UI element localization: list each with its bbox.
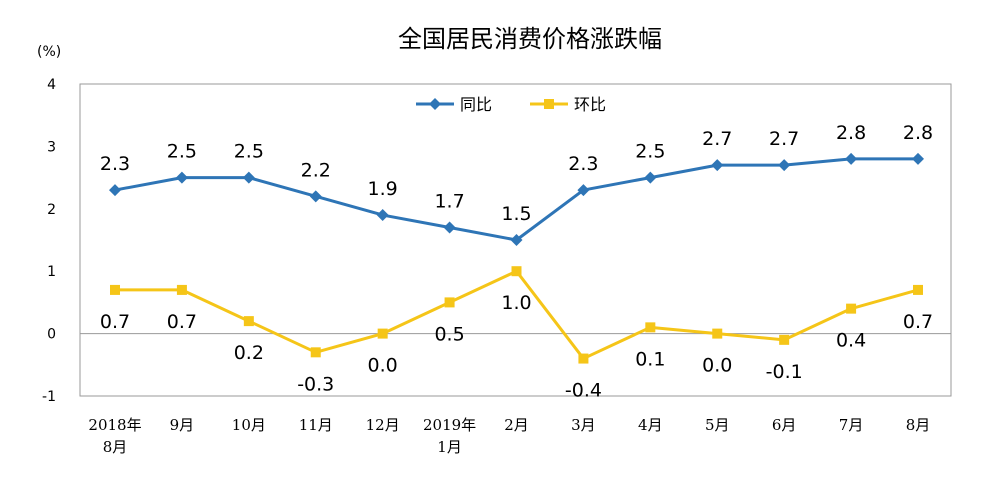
- yoy-data-label: 2.5: [234, 141, 264, 163]
- y-tick-label: 0: [47, 327, 56, 343]
- yoy-data-label: 2.2: [301, 159, 331, 181]
- mom-point: [578, 353, 589, 364]
- yoy-point: [845, 152, 858, 165]
- mom-point: [310, 347, 321, 358]
- x-tick-label: 6月: [772, 416, 797, 434]
- mom-data-label: 0.0: [702, 355, 732, 377]
- yoy-data-label: 2.3: [100, 153, 130, 175]
- y-unit-label: (%): [37, 44, 61, 60]
- mom-point: [243, 316, 254, 327]
- x-axis-ticks: 2018年 8月 9月 10月 11月 12月 2019年 1月 2月 3月 4月 5月 6月 7月 8月: [88, 416, 930, 456]
- mom-point: [712, 328, 723, 339]
- y-tick-label: -1: [42, 389, 56, 405]
- x-tick-label: 2018年 8月: [88, 416, 141, 456]
- x-tick-label: 7月: [839, 416, 864, 434]
- legend: 同比 环比: [416, 95, 606, 114]
- x-tick-label: 2019年 1月: [423, 416, 476, 456]
- yoy-data-label: 1.9: [368, 178, 398, 200]
- yoy-data-label: 2.3: [568, 153, 598, 175]
- mom-point: [444, 297, 455, 308]
- mom-data-label: 1.0: [501, 292, 531, 314]
- yoy-data-label: 2.5: [635, 141, 665, 163]
- y-axis-ticks: -1 0 1 2 3 4: [42, 77, 56, 405]
- legend-label: 同比: [460, 95, 492, 114]
- yoy-point: [510, 234, 523, 246]
- mom-point: [110, 284, 120, 295]
- mom-data-label: -0.3: [297, 373, 334, 395]
- mom-data-label: 0.7: [100, 311, 130, 333]
- mom-point: [377, 328, 388, 339]
- series-layer: [109, 152, 924, 364]
- legend-marker: [429, 98, 441, 110]
- x-tick-label: 2月: [504, 416, 529, 434]
- mom-data-label: -0.1: [766, 361, 803, 383]
- yoy-point: [778, 159, 791, 172]
- mom-data-label: 0.1: [635, 348, 665, 370]
- y-tick-label: 4: [47, 77, 56, 93]
- yoy-data-label: 2.7: [702, 128, 732, 150]
- yoy-data-label: 1.5: [501, 203, 531, 225]
- mom-data-label: 0.2: [234, 342, 264, 364]
- mom-data-label: 0.7: [167, 311, 197, 333]
- yoy-point: [242, 171, 255, 184]
- yoy-point: [109, 184, 121, 197]
- yoy-point: [175, 171, 188, 184]
- mom-data-label: 0.4: [836, 330, 866, 352]
- legend-label: 环比: [574, 95, 606, 114]
- mom-point: [846, 303, 857, 314]
- yoy-data-label: 2.8: [836, 122, 866, 144]
- x-tick-label: 12月: [366, 416, 400, 434]
- mom-point: [779, 334, 790, 345]
- data-labels: 2.3 2.5 2.5 2.2 1.9 1.7 1.5 2.3 2.5 2.7 2.7 2.8 2.8 0…: [100, 122, 933, 402]
- yoy-point: [644, 171, 657, 184]
- yoy-data-label: 2.8: [903, 122, 933, 144]
- mom-data-label: 0.7: [903, 311, 933, 333]
- yoy-point: [711, 159, 724, 172]
- mom-data-label: 0.0: [368, 355, 398, 377]
- mom-point: [511, 266, 522, 277]
- plot-area: [79, 83, 952, 397]
- x-tick-label: 9月: [170, 416, 195, 434]
- x-tick-label: 4月: [638, 416, 663, 434]
- mom-point: [913, 284, 923, 295]
- yoy-data-label: 2.7: [769, 128, 799, 150]
- x-tick-label: 10月: [232, 416, 266, 434]
- yoy-point: [376, 209, 389, 222]
- yoy-point: [309, 190, 322, 203]
- mom-point: [645, 322, 656, 333]
- chart-title: 全国居民消费价格涨跌幅: [398, 25, 662, 53]
- legend-marker: [544, 99, 554, 109]
- yoy-data-label: 2.5: [167, 141, 197, 163]
- x-tick-label: 8月: [906, 416, 931, 434]
- mom-data-label: 0.5: [434, 323, 464, 345]
- x-tick-label: 11月: [299, 416, 333, 434]
- x-tick-label: 5月: [705, 416, 730, 434]
- mom-data-label: -0.4: [565, 380, 602, 402]
- yoy-data-label: 1.7: [434, 191, 464, 213]
- x-tick-label: 3月: [571, 416, 596, 434]
- yoy-series-line: [114, 157, 918, 242]
- yoy-point: [577, 184, 590, 197]
- y-tick-label: 2: [47, 202, 56, 218]
- mom-point: [176, 284, 187, 295]
- yoy-point: [443, 221, 456, 234]
- y-tick-label: 3: [47, 139, 56, 155]
- yoy-point: [912, 152, 924, 165]
- y-tick-label: 1: [47, 264, 56, 280]
